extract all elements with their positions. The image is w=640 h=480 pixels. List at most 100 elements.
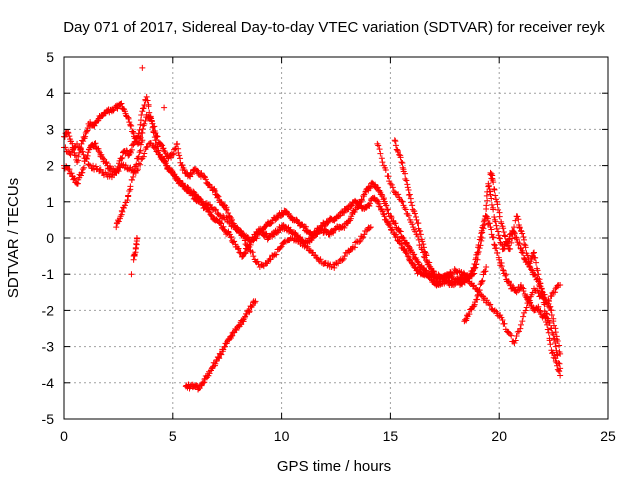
- data-point-track-b: [133, 135, 140, 142]
- data-point-track-f: [404, 184, 411, 191]
- data-point-track-c: [409, 221, 416, 228]
- data-point-track-a: [341, 224, 348, 231]
- data-point-track-f: [514, 213, 521, 220]
- data-point-track-a: [201, 173, 208, 180]
- data-point-track-f: [517, 227, 524, 234]
- data-point-track-b: [125, 152, 132, 159]
- data-point-track-b: [366, 202, 373, 209]
- data-point-track-c: [517, 325, 524, 332]
- data-point-track-b: [471, 260, 478, 267]
- data-point-track-c: [69, 148, 76, 155]
- data-point-track-a: [414, 258, 421, 265]
- data-point-track-b: [403, 249, 410, 255]
- data-point-track-a: [548, 311, 555, 318]
- data-point-track-a: [114, 105, 121, 112]
- data-point-track-f: [430, 271, 437, 278]
- data-point-track-e: [246, 308, 253, 315]
- data-point-track-c: [444, 274, 451, 281]
- data-point-track-e: [206, 370, 213, 377]
- data-point-track-c: [85, 161, 92, 168]
- data-point-track-f: [531, 249, 538, 256]
- data-point-track-d: [128, 177, 135, 184]
- data-point-track-f: [397, 154, 404, 161]
- data-point-track-b: [475, 242, 482, 249]
- data-point-track-b: [91, 140, 98, 147]
- data-point-track-b: [409, 260, 416, 267]
- data-point-track-a: [392, 220, 399, 227]
- data-point-track-a: [528, 266, 535, 273]
- data-point-track-c: [249, 249, 256, 256]
- data-point-track-a: [556, 342, 563, 349]
- data-point-track-b: [479, 222, 486, 229]
- data-point-track-d: [121, 202, 128, 209]
- data-point-track-f: [466, 311, 473, 318]
- data-point-track-f: [479, 277, 486, 284]
- data-point-track-a: [223, 206, 230, 213]
- data-point-track-a: [375, 184, 382, 191]
- data-point-track-d: [128, 271, 135, 278]
- data-point-track-b: [324, 220, 331, 227]
- data-point-track-c: [534, 287, 541, 294]
- data-point-track-d: [133, 235, 140, 241]
- data-point-track-b: [336, 212, 343, 219]
- data-point-track-b: [321, 223, 328, 230]
- data-point-track-c: [386, 178, 393, 185]
- data-point-track-a: [66, 133, 73, 140]
- data-point-track-f: [392, 142, 399, 149]
- data-point-track-c: [461, 271, 468, 278]
- data-point-track-b: [79, 169, 86, 176]
- data-point-track-c: [464, 275, 471, 282]
- data-point-track-a: [142, 117, 149, 124]
- data-point-track-b: [71, 175, 78, 182]
- data-point-track-d: [137, 147, 144, 154]
- data-point-track-f: [482, 268, 489, 275]
- data-point-track-f: [532, 254, 539, 261]
- data-point-track-c: [552, 289, 559, 296]
- data-point-track-f: [533, 259, 540, 266]
- data-point-track-b: [488, 231, 495, 238]
- data-point-track-c: [122, 162, 129, 169]
- data-point-track-c: [278, 243, 285, 250]
- data-point-track-b: [498, 263, 505, 270]
- y-tick-label: 2: [46, 158, 54, 174]
- data-point-track-d: [130, 173, 137, 180]
- data-point-track-f: [416, 228, 423, 235]
- data-point-track-a: [82, 133, 89, 140]
- data-point-track-f: [537, 280, 544, 287]
- data-point-track-c: [410, 224, 417, 231]
- data-point-track-f: [476, 287, 483, 294]
- data-point-track-d: [127, 183, 134, 190]
- axis-ticks: [63, 56, 609, 420]
- data-point-track-d: [133, 161, 140, 168]
- data-point-track-b: [218, 220, 225, 227]
- data-point-track-c: [399, 198, 406, 205]
- data-point-track-a: [226, 213, 233, 220]
- data-point-track-b: [107, 163, 114, 170]
- data-point-track-b: [235, 245, 242, 252]
- data-point-track-b: [264, 236, 271, 243]
- data-point-track-c: [240, 233, 247, 240]
- data-point-track-d: [124, 197, 131, 204]
- data-point-track-b: [68, 170, 75, 177]
- data-point-track-f: [403, 177, 410, 184]
- data-point-track-c: [549, 289, 556, 296]
- data-point-track-c: [382, 166, 389, 173]
- data-point-track-c: [304, 243, 311, 250]
- data-point-track-f: [519, 230, 526, 237]
- data-point-track-f: [501, 232, 508, 239]
- data-point-track-c: [545, 297, 552, 304]
- data-point-track-a: [487, 191, 494, 198]
- data-point-track-b: [151, 134, 158, 141]
- data-point-track-d: [161, 104, 168, 111]
- data-point-track-c: [90, 162, 97, 169]
- data-point-track-b: [137, 117, 144, 124]
- data-point-track-b: [477, 233, 484, 240]
- data-point-track-f: [409, 206, 416, 213]
- data-point-track-b: [486, 220, 493, 227]
- data-point-track-f: [398, 159, 405, 166]
- data-point-track-b: [478, 230, 485, 237]
- data-point-track-a: [408, 246, 415, 253]
- y-tick-label: -2: [42, 302, 55, 318]
- y-tick-labels: 5 4 3 2 1 0 -1 -2 -3 -4 -5: [42, 49, 55, 427]
- data-point-track-b: [134, 133, 141, 140]
